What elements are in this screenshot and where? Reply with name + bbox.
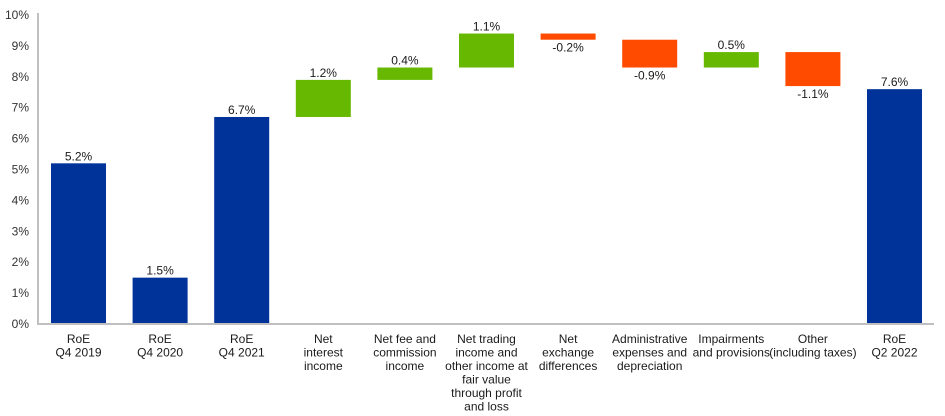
data-label: -0.9% [634,69,666,83]
data-label: 1.5% [146,264,174,278]
x-category-label: Net interest income [304,332,344,373]
decrease-bar [785,52,841,87]
x-category-label: Administrative expenses and depreciation [612,332,688,373]
data-label: 1.1% [473,20,501,34]
total-bar [132,277,188,324]
data-label: 6.7% [228,103,256,117]
y-tick-label: 6% [12,132,30,146]
y-tick-label: 1% [12,286,30,300]
data-label: 7.6% [881,75,909,89]
total-bar [867,89,922,324]
data-label: -1.1% [797,87,829,101]
y-tick-label: 7% [12,101,30,115]
total-bar [51,163,106,324]
y-tick-label: 0% [12,317,30,331]
bars [51,33,922,324]
increase-bar [377,67,433,80]
increase-bar [459,33,514,68]
x-category-label: RoE Q4 2020 [137,332,183,360]
x-category-label: RoE Q4 2019 [55,332,101,360]
decrease-bar [540,33,596,40]
y-tick-label: 9% [12,39,30,53]
data-label: 0.4% [391,54,419,68]
x-category-label: RoE Q2 2022 [871,332,917,360]
increase-bar [295,79,351,117]
x-category-label: Net trading income and other income at fair… [445,332,528,414]
data-labels: 5.2% 1.5% 6.7% 1.2% 0.4% 1.1% -0.2% -0.9% 0.5% -1… [65,20,909,278]
x-category-label: Net exchange differences [539,332,597,373]
data-label: 1.2% [310,66,338,80]
y-tick-label: 2% [12,255,30,269]
y-tick-label: 10% [5,8,29,22]
y-tick-label: 5% [12,163,30,177]
y-axis-ticks: 0% 1% 2% 3% 4% 5% 6% 7% 8% 9% 10% [5,8,29,331]
data-label: -0.2% [552,41,584,55]
data-label: 5.2% [65,149,93,163]
y-tick-label: 8% [12,70,30,84]
x-category-label: Impairments and provisions [693,332,770,360]
x-category-label: Other (including taxes) [769,332,856,360]
decrease-bar [622,39,678,68]
y-tick-label: 3% [12,224,30,238]
total-bar [214,116,270,324]
category-labels: RoE Q4 2019 RoE Q4 2020 RoE Q4 2021 Net interes… [55,332,917,414]
increase-bar [703,52,759,68]
data-label: 0.5% [718,38,746,52]
x-category-label: RoE Q4 2021 [219,332,265,360]
y-tick-label: 4% [12,193,30,207]
x-category-label: Net fee and commission income [373,332,436,373]
